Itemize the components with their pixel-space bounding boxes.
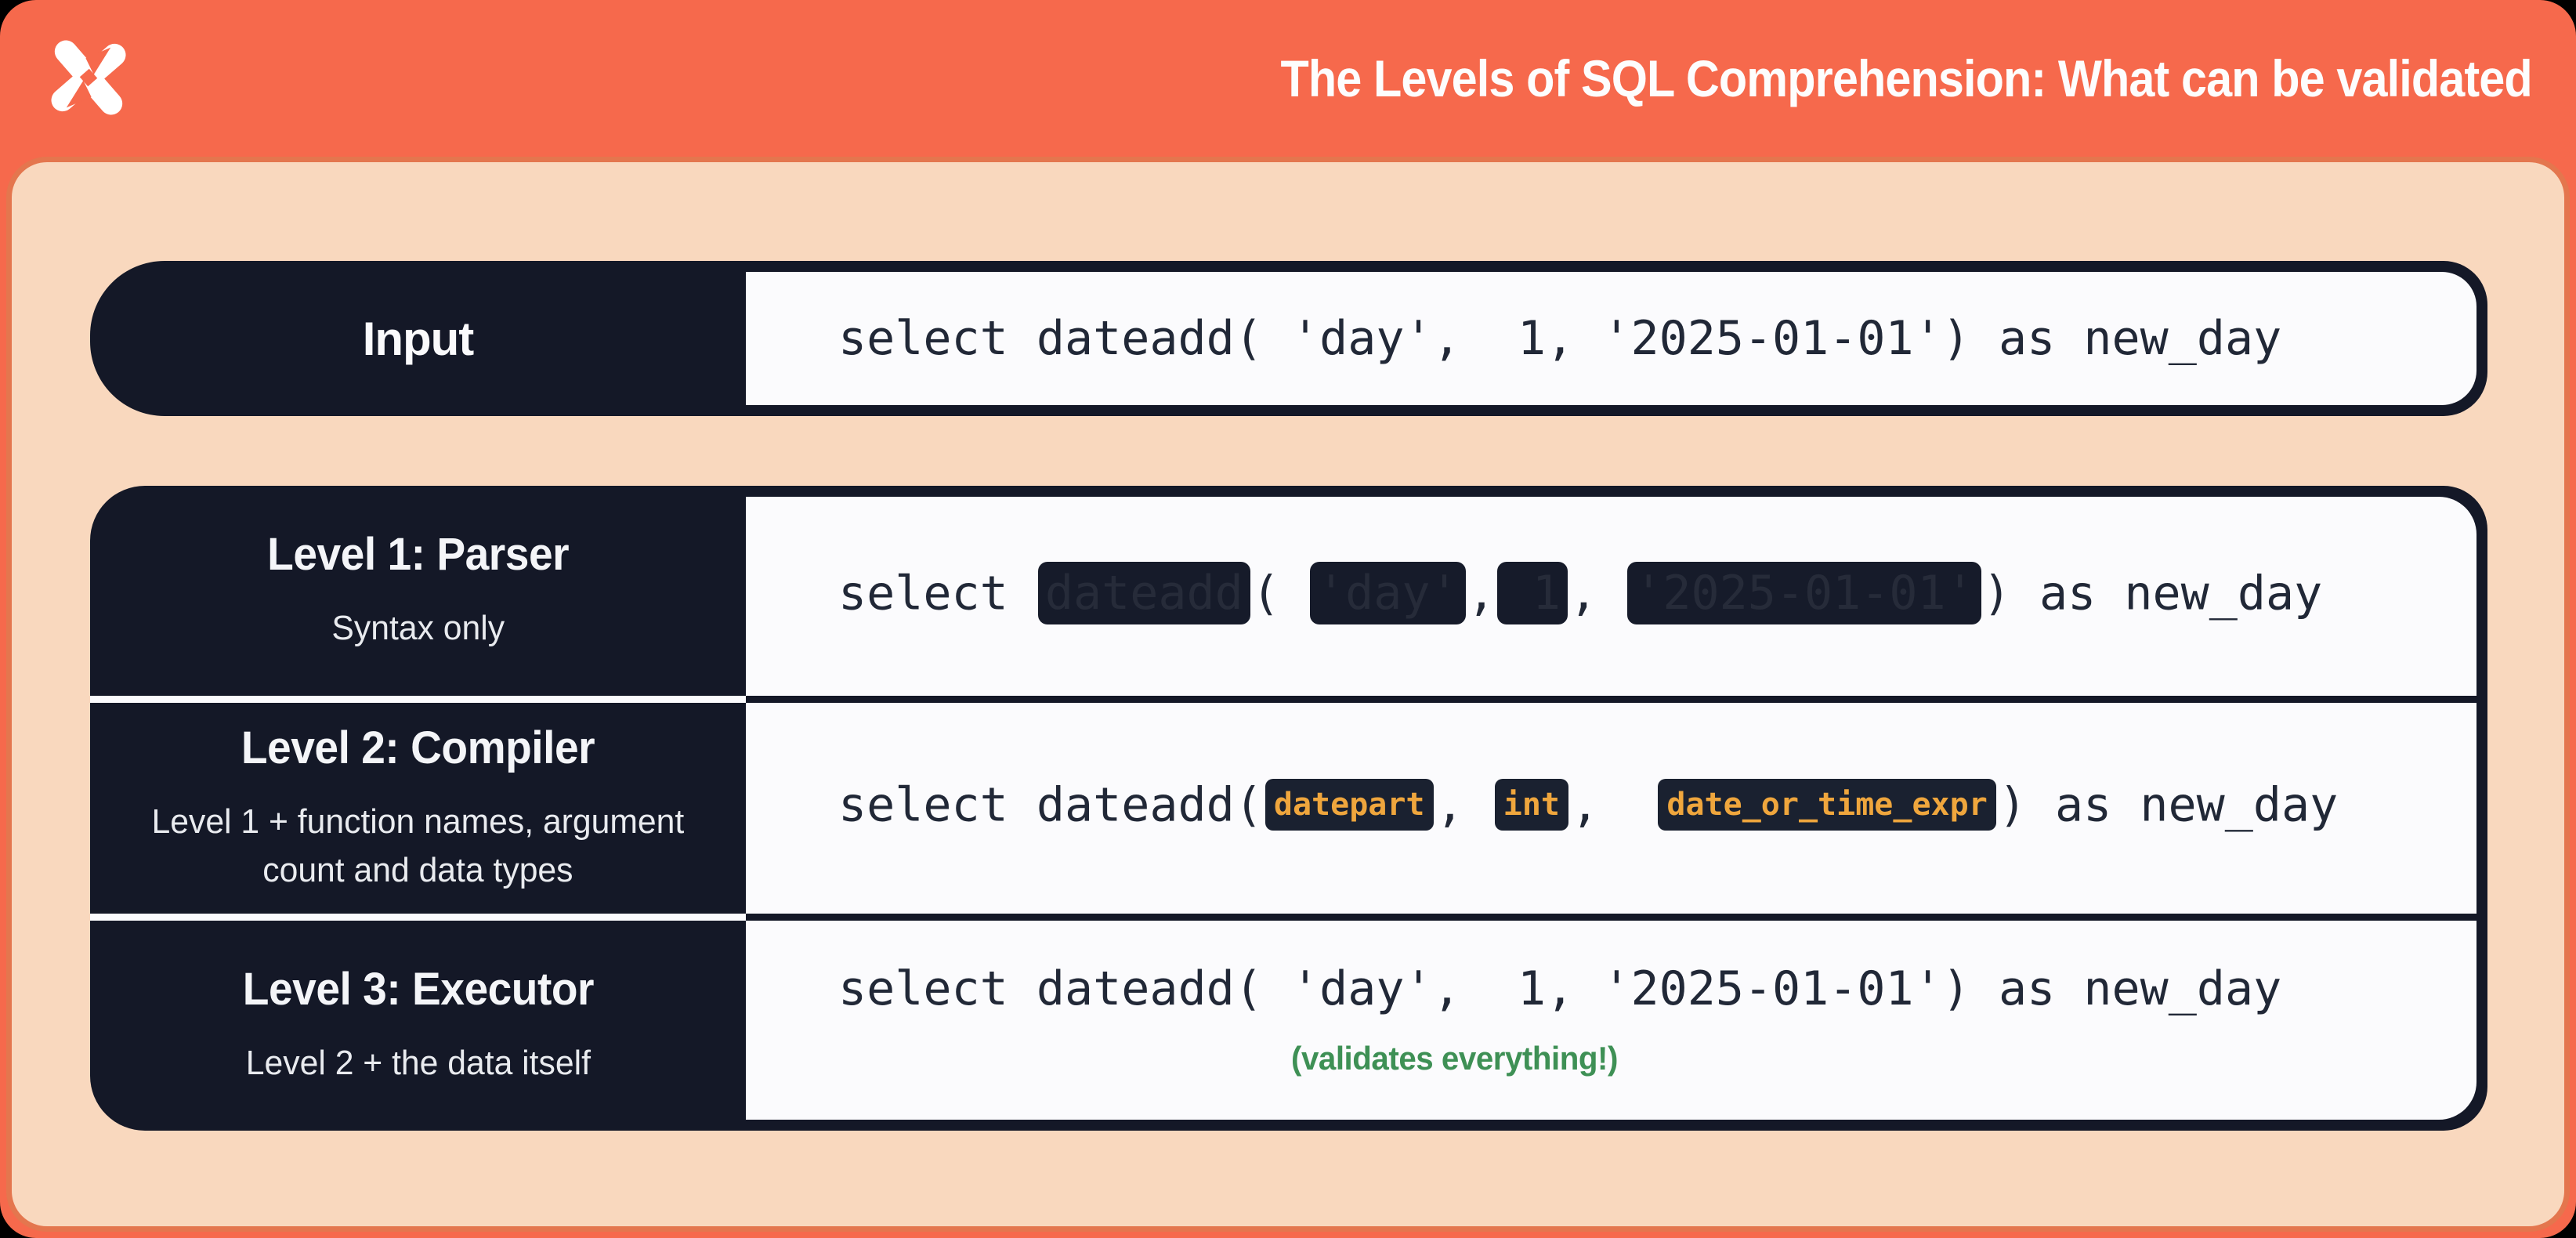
- level3-subtitle: Level 2 + the data itself: [245, 1044, 591, 1083]
- code-text: (: [1251, 566, 1308, 621]
- level2-label: Level 2: Compiler Level 1 + function nam…: [90, 703, 746, 913]
- level2-subtitle: Level 1 + function names, argument count…: [151, 802, 685, 889]
- page-title: The Levels of SQL Comprehension: What ca…: [1280, 49, 2533, 107]
- level3-code: select dateadd( 'day', 1, '2025-01-01') …: [838, 961, 2282, 1016]
- type-badge: date_or_time_expr: [1658, 779, 1996, 831]
- redacted-token: dateadd: [1037, 562, 1250, 625]
- code-text: ,: [1571, 778, 1656, 834]
- code-text: ) as new_day: [1998, 778, 2339, 834]
- code-text: ,: [1467, 566, 1496, 621]
- level3-row: Level 3: Executor Level 2 + the data its…: [90, 920, 2487, 1131]
- type-badge: datepart: [1264, 779, 1434, 831]
- code-text: ,: [1435, 778, 1492, 834]
- level1-label: Level 1: Parser Syntax only: [90, 486, 746, 696]
- validates-everything-note: (validates everything!): [1291, 1039, 1618, 1077]
- level1-title: Level 1: Parser: [267, 529, 569, 581]
- input-row-label: Input: [362, 312, 475, 365]
- level2-code-cell: select dateadd(datepart, int, date_or_ti…: [746, 703, 2477, 914]
- code-text: ) as new_day: [1982, 566, 2323, 621]
- row-divider: [90, 913, 2487, 921]
- level1-row: Level 1: Parser Syntax only select datea…: [90, 486, 2487, 697]
- x-shuriken-logo-icon: [51, 40, 126, 115]
- code-text: select: [838, 566, 1037, 621]
- input-code: select dateadd( 'day', 1, '2025-01-01') …: [838, 311, 2282, 366]
- type-badge: int: [1494, 779, 1569, 831]
- input-row: Input select dateadd( 'day', 1, '2025-01…: [90, 261, 2487, 416]
- level1-code-cell: select dateadd( 'day', 1, '2025-01-01') …: [746, 497, 2477, 697]
- level2-row: Level 2: Compiler Level 1 + function nam…: [90, 703, 2487, 914]
- levels-table: Level 1: Parser Syntax only select datea…: [90, 486, 2487, 1131]
- level3-title: Level 3: Executor: [242, 964, 594, 1015]
- code-text: ,: [1569, 566, 1626, 621]
- level2-code: select dateadd(datepart, int, date_or_ti…: [838, 779, 2338, 837]
- row-divider: [90, 696, 2487, 704]
- header-band: The Levels of SQL Comprehension: What ca…: [0, 0, 2576, 157]
- level2-title: Level 2: Compiler: [241, 722, 595, 773]
- redacted-token: 'day': [1310, 562, 1466, 625]
- code-text: select dateadd(: [838, 778, 1263, 834]
- level3-label: Level 3: Executor Level 2 + the data its…: [90, 921, 746, 1131]
- input-code-cell: select dateadd( 'day', 1, '2025-01-01') …: [746, 272, 2477, 405]
- level1-subtitle: Syntax only: [331, 609, 505, 648]
- redacted-token: '2025-01-01': [1627, 562, 1981, 625]
- redacted-token: 1: [1496, 562, 1568, 625]
- level3-code-cell: select dateadd( 'day', 1, '2025-01-01') …: [746, 920, 2477, 1120]
- level1-code: select dateadd( 'day', 1, '2025-01-01') …: [838, 562, 2322, 631]
